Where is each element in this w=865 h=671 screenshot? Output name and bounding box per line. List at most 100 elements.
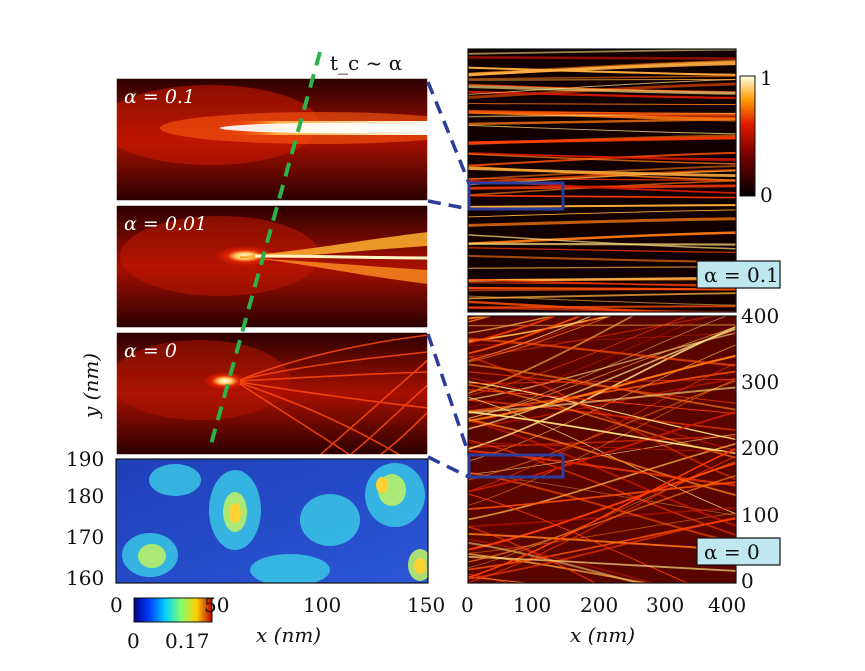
colorbar-bottom: 0 0.17 <box>127 597 213 653</box>
right-x-tick: 0 <box>461 593 474 617</box>
flow-streak <box>468 525 597 583</box>
flow-streak <box>468 316 688 397</box>
right-x-tick: 200 <box>580 593 618 617</box>
flow-streak <box>468 371 736 404</box>
flow-streak <box>468 103 736 105</box>
flow-streak <box>468 168 736 184</box>
flow-streak <box>468 471 736 544</box>
flow-streak <box>468 481 736 510</box>
left-y-tick: 190 <box>66 447 104 471</box>
flow-streak <box>468 316 558 344</box>
flow-streak <box>468 288 736 292</box>
flow-streak <box>468 555 736 572</box>
flow-streak <box>468 84 736 93</box>
flow-streak <box>468 300 692 312</box>
flow-streak <box>468 442 736 521</box>
flow-streak <box>468 109 736 117</box>
flow-streak <box>468 328 736 430</box>
flow-streak <box>468 435 736 448</box>
flow-streak <box>468 316 583 355</box>
flow-streak <box>468 378 736 385</box>
right-panel-alpha-01 <box>468 49 736 312</box>
flow-streak <box>468 75 736 80</box>
flow-streak <box>468 231 736 245</box>
left-panel-2-label: α = 0.01 <box>124 213 207 235</box>
left-panel-3-frame <box>115 331 429 456</box>
left-panel-2-frame <box>115 204 429 329</box>
flow-streak <box>468 66 736 76</box>
colorbar-bottom-max: 0.17 <box>165 629 210 653</box>
left-panel-alpha-0 <box>116 332 428 455</box>
flow-streak <box>468 136 736 145</box>
flow-streak <box>468 234 736 250</box>
flow-streak <box>468 242 736 246</box>
flow-streak <box>468 538 657 583</box>
flow-streak <box>468 78 736 95</box>
right-panel-2-label-box: α = 0 <box>696 537 781 566</box>
flow-streak <box>468 204 736 208</box>
flow-streak <box>468 324 736 327</box>
flow-streak <box>468 62 736 76</box>
flow-streak <box>468 447 736 579</box>
flow-streak <box>468 247 736 254</box>
right-panel-alpha-0 <box>468 316 736 583</box>
flow-streak <box>468 573 511 583</box>
flow-streak <box>468 295 736 306</box>
flow-streak <box>468 455 736 583</box>
flow-streak <box>468 396 736 515</box>
flow-streak <box>468 124 736 135</box>
flow-streak <box>468 474 736 563</box>
right-y-tick: 300 <box>741 370 779 394</box>
flow-streak <box>468 152 736 162</box>
right-x-tick: 400 <box>708 593 746 617</box>
flow-streak <box>468 49 736 55</box>
flow-streak <box>468 493 689 583</box>
zoom-box-bottom <box>467 453 565 479</box>
right-x-tick: 100 <box>513 593 551 617</box>
left-x-tick: 0 <box>110 593 123 617</box>
zoom-connectors <box>426 81 471 479</box>
left-panel-1-label: α = 0.1 <box>124 86 195 108</box>
flow-streak <box>468 541 642 583</box>
colorbar-top-max: 1 <box>760 66 773 90</box>
right-x-axis: 0 100 200 300 400 x (nm) <box>461 593 746 647</box>
flow-streak <box>468 79 736 81</box>
left-y-tick: 180 <box>66 484 104 508</box>
flow-streak <box>468 377 736 428</box>
right-y-axis: 400 300 200 100 0 <box>741 304 779 593</box>
flow-streak <box>468 153 736 165</box>
flow-streak <box>468 462 736 551</box>
flow-streak <box>468 411 736 493</box>
left-y-axis-label: y (nm) <box>79 353 103 419</box>
flow-streak <box>468 316 635 395</box>
flow-streak <box>468 355 736 481</box>
flow-streak <box>468 85 736 95</box>
flow-streak <box>468 167 736 178</box>
left-x-tick: 50 <box>204 593 229 617</box>
colorbar-bottom-min: 0 <box>127 629 140 653</box>
right-panel-2-frame <box>467 315 737 584</box>
flow-streak <box>468 380 736 481</box>
right-x-tick: 300 <box>646 593 684 617</box>
flow-streak <box>468 316 728 420</box>
right-x-axis-label: x (nm) <box>570 623 635 647</box>
left-panel-3-label: α = 0 <box>124 340 177 362</box>
flow-streak <box>468 337 736 367</box>
flow-streak <box>468 316 555 334</box>
left-x-axis-label: x (nm) <box>256 623 321 647</box>
flow-streak <box>468 316 613 363</box>
left-panel-1-frame <box>115 77 429 202</box>
right-panel-2-label: α = 0 <box>704 540 760 564</box>
flow-streak <box>468 344 736 462</box>
left-panel-alpha-01 <box>116 78 428 201</box>
right-panel-1-label-box: α = 0.1 <box>696 260 781 289</box>
left-y-tick: 170 <box>66 525 104 549</box>
flow-streak <box>468 177 736 182</box>
colorbar-top-min: 0 <box>760 183 773 207</box>
flow-streak <box>468 576 532 583</box>
left-x-tick: 100 <box>303 593 341 617</box>
left-y-axis: 190 180 170 160 y (nm) <box>66 353 104 590</box>
flow-streak <box>468 377 736 451</box>
right-y-tick: 0 <box>741 569 754 593</box>
